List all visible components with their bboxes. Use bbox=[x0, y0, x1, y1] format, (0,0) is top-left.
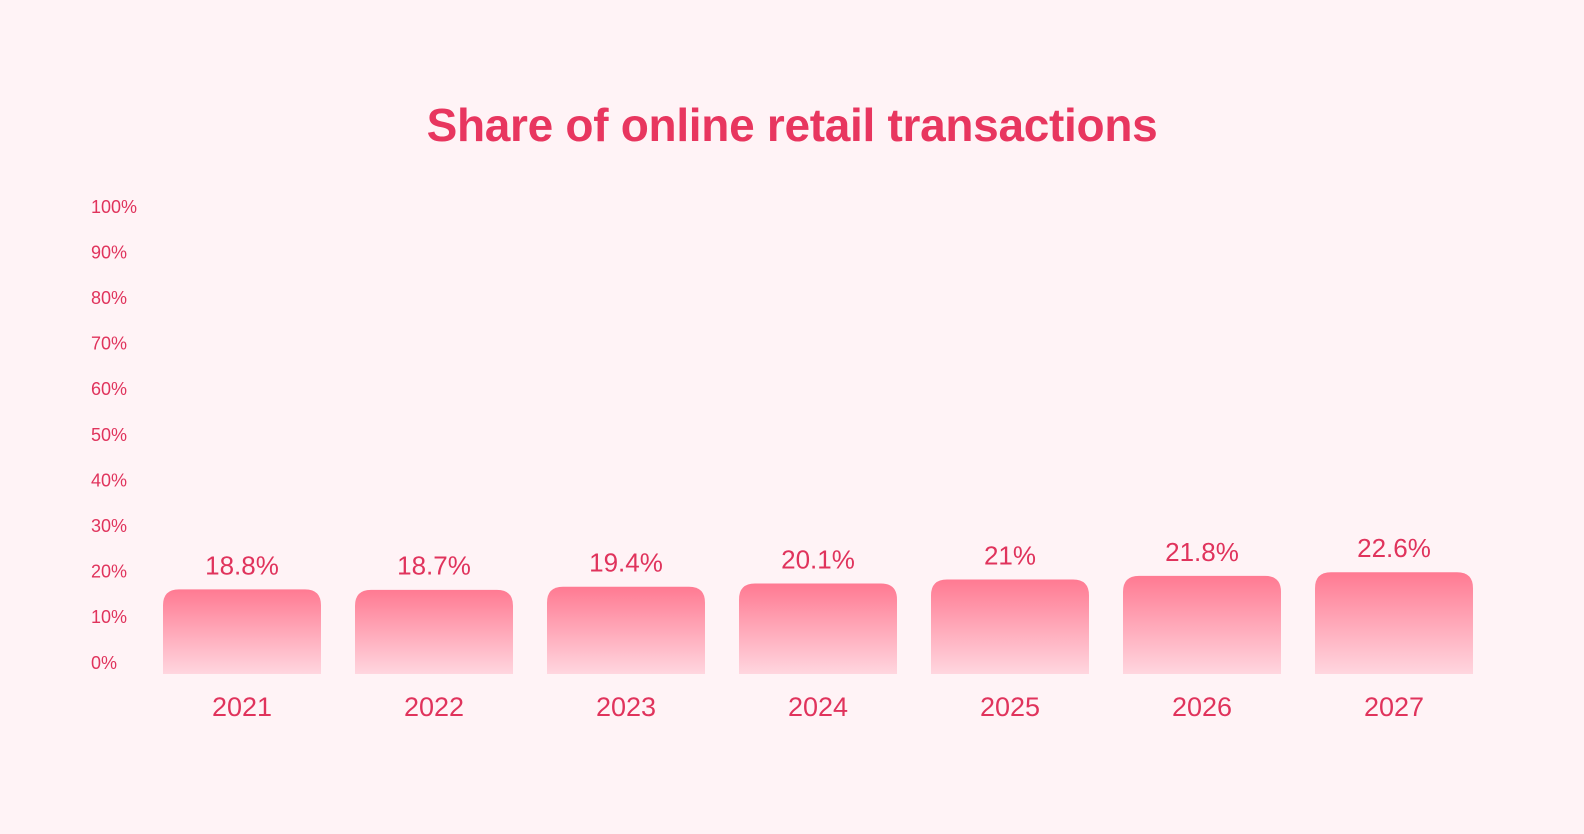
bar-value-label: 18.8% bbox=[205, 550, 279, 580]
y-tick-label: 60% bbox=[91, 379, 127, 399]
x-tick-label: 2021 bbox=[212, 692, 272, 722]
x-tick-label: 2027 bbox=[1364, 692, 1424, 722]
bars-group: 18.8% 18.7% 19.4% 20.1% 21% 21.8% 22.6% bbox=[163, 533, 1473, 674]
y-tick-label: 90% bbox=[91, 242, 127, 262]
y-tick-label: 10% bbox=[91, 607, 127, 627]
y-tick-label: 80% bbox=[91, 288, 127, 308]
bar bbox=[355, 589, 513, 674]
bar bbox=[547, 586, 705, 674]
x-tick-label: 2022 bbox=[404, 692, 464, 722]
bar bbox=[1315, 572, 1473, 674]
y-tick-label: 30% bbox=[91, 516, 127, 536]
y-tick-label: 70% bbox=[91, 334, 127, 354]
x-tick-label: 2024 bbox=[788, 692, 848, 722]
x-tick-label: 2025 bbox=[980, 692, 1040, 722]
y-tick-label: 20% bbox=[91, 562, 127, 582]
bar bbox=[931, 579, 1089, 674]
bar-value-label: 21.8% bbox=[1165, 537, 1239, 567]
bar bbox=[1123, 575, 1281, 674]
bar-value-label: 18.7% bbox=[397, 551, 471, 581]
y-axis: 0% 10% 20% 30% 40% 50% 60% 70% 80% 90% 100% bbox=[91, 197, 137, 673]
x-axis: 2021 2022 2023 2024 2025 2026 2027 bbox=[212, 692, 1424, 722]
y-tick-label: 0% bbox=[91, 653, 117, 673]
x-tick-label: 2026 bbox=[1172, 692, 1232, 722]
y-tick-label: 100% bbox=[91, 197, 137, 217]
bar bbox=[163, 589, 321, 674]
bar-value-label: 21% bbox=[984, 540, 1036, 570]
y-tick-label: 50% bbox=[91, 425, 127, 445]
bar-value-label: 19.4% bbox=[589, 548, 663, 578]
bar-value-label: 20.1% bbox=[781, 544, 855, 574]
x-tick-label: 2023 bbox=[596, 692, 656, 722]
chart-title: Share of online retail transactions bbox=[426, 99, 1158, 151]
y-tick-label: 40% bbox=[91, 470, 127, 490]
bar-value-label: 22.6% bbox=[1357, 533, 1431, 563]
bar bbox=[739, 583, 897, 674]
